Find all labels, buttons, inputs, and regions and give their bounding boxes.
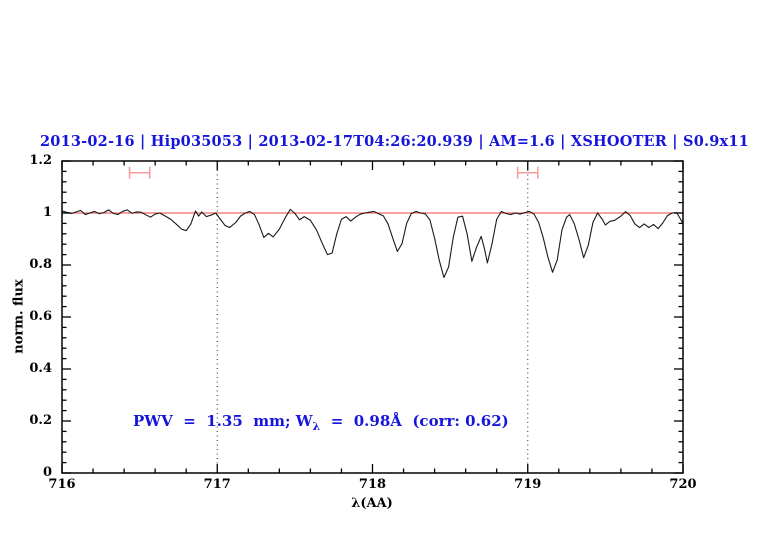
y-tick-label: 0.8 bbox=[29, 257, 52, 272]
x-tick-label: 717 bbox=[203, 477, 231, 492]
pwv-annotation: PWV = 1.35 mm; Wλ = 0.98Å (corr: 0.62) bbox=[133, 412, 509, 433]
x-tick-label: 718 bbox=[358, 477, 387, 492]
y-tick-label: 1 bbox=[42, 205, 52, 220]
pwv-annotation-post: = 0.98Å (corr: 0.62) bbox=[320, 412, 509, 430]
y-tick-label: 0.6 bbox=[29, 309, 52, 324]
x-axis-label: λ(AA) bbox=[351, 496, 393, 511]
x-tick-label: 719 bbox=[514, 477, 542, 492]
pwv-annotation-sub: λ bbox=[312, 420, 321, 433]
spectrum-line bbox=[61, 208, 684, 279]
x-tick-label: 720 bbox=[669, 477, 697, 492]
range-marker bbox=[516, 166, 539, 179]
range-marker bbox=[128, 166, 151, 179]
y-tick-label: 0.2 bbox=[29, 413, 52, 428]
y-tick-label: 0 bbox=[42, 465, 52, 480]
y-tick-label: 0.4 bbox=[29, 361, 52, 376]
x-tick-label: 716 bbox=[48, 477, 76, 492]
pwv-annotation-pre: PWV = 1.35 mm; W bbox=[133, 412, 313, 430]
y-tick-label: 1.2 bbox=[29, 153, 52, 168]
plot-title: 2013-02-16 | Hip035053 | 2013-02-17T04:2… bbox=[40, 133, 749, 150]
